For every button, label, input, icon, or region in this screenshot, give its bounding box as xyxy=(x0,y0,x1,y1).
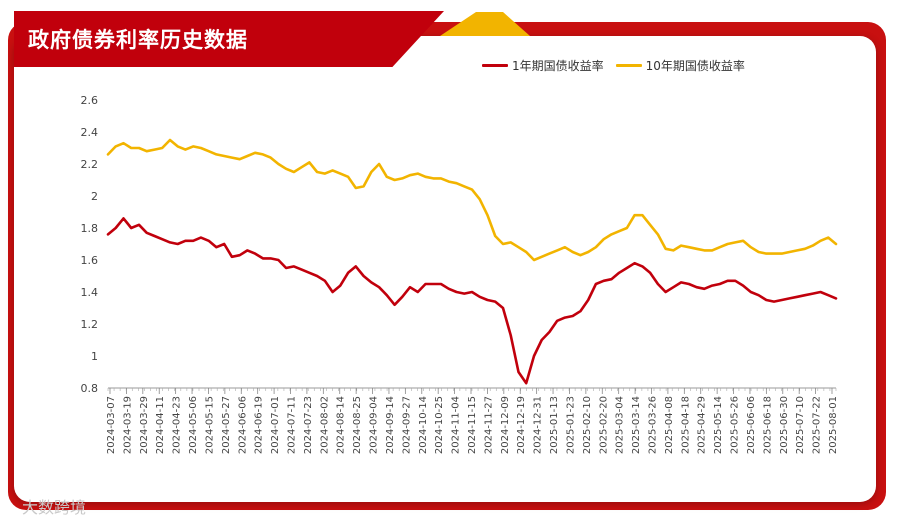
legend-swatch-10y xyxy=(615,64,642,67)
legend-label-10y: 10年期国债收益率 xyxy=(645,59,745,73)
y-tick-label: 2.6 xyxy=(81,94,99,107)
x-tick-label: 2025-03-14 xyxy=(631,396,642,454)
x-tick-label: 2024-09-04 xyxy=(369,396,380,454)
x-tick-label: 2024-11-04 xyxy=(451,396,462,454)
x-tick-label: 2025-08-01 xyxy=(828,396,839,454)
legend-label-1y: 1年期国债收益率 xyxy=(512,59,604,73)
x-tick-label: 2025-03-04 xyxy=(615,396,626,454)
x-tick-label: 2024-08-14 xyxy=(336,396,347,454)
series-line-1y xyxy=(106,217,838,385)
y-tick-label: 1.4 xyxy=(81,286,99,299)
x-tick-label: 2024-03-07 xyxy=(106,396,117,454)
chart-card xyxy=(14,36,876,502)
y-tick-label: 2 xyxy=(91,190,98,203)
y-tick-label: 1.2 xyxy=(81,318,99,331)
x-tick-label: 2024-09-27 xyxy=(401,396,412,454)
x-tick-label: 2025-05-14 xyxy=(713,396,724,454)
x-tick-label: 2025-03-26 xyxy=(648,396,659,454)
legend-item-10y[interactable]: 10年期国债收益率 xyxy=(615,57,745,74)
x-tick-label: 2025-07-10 xyxy=(795,396,806,454)
x-tick-label: 2024-04-11 xyxy=(155,396,166,454)
x-tick-label: 2025-06-30 xyxy=(779,396,790,454)
x-tick-label: 2024-05-27 xyxy=(221,396,232,454)
x-tick-label: 2024-08-25 xyxy=(352,396,363,454)
x-tick-label: 2024-11-15 xyxy=(467,396,478,454)
x-tick-label: 2025-02-10 xyxy=(582,396,593,454)
x-tick-label: 2024-07-23 xyxy=(303,396,314,454)
x-tick-label: 2024-04-23 xyxy=(172,396,183,454)
x-tick-label: 2024-10-25 xyxy=(434,396,445,454)
x-tick-label: 2025-04-08 xyxy=(664,396,675,454)
x-tick-label: 2024-07-11 xyxy=(287,396,298,454)
x-tick-label: 2024-03-19 xyxy=(122,396,133,454)
legend-swatch-1y xyxy=(482,64,508,67)
y-tick-label: 2.2 xyxy=(81,158,99,171)
y-tick-label: 0.8 xyxy=(81,382,99,395)
x-tick-label: 2024-06-06 xyxy=(237,396,248,454)
y-tick-label: 1.8 xyxy=(81,222,99,235)
series-line-10y xyxy=(106,138,838,262)
x-tick-label: 2024-05-06 xyxy=(188,396,199,454)
x-tick-label: 2025-05-26 xyxy=(730,396,741,454)
x-tick-label: 2024-08-02 xyxy=(319,396,330,454)
x-tick-label: 2025-06-18 xyxy=(762,396,773,454)
title-banner xyxy=(14,11,444,67)
chart-legend: 1年期国债收益率 10年期国债收益率 xyxy=(482,57,757,74)
y-tick-label: 1.6 xyxy=(81,254,99,267)
x-tick-label: 2024-06-19 xyxy=(254,396,265,454)
x-tick-label: 2024-09-14 xyxy=(385,396,396,454)
page-title: 政府债券利率历史数据 xyxy=(28,28,248,52)
x-tick-label: 2024-07-01 xyxy=(270,396,281,454)
x-tick-label: 2024-05-15 xyxy=(204,396,215,454)
x-tick-label: 2024-11-27 xyxy=(483,396,494,454)
x-tick-label: 2024-12-31 xyxy=(533,396,544,454)
watermark: 大数跨境 xyxy=(22,498,87,517)
y-tick-label: 2.4 xyxy=(81,126,99,139)
legend-item-1y[interactable]: 1年期国债收益率 xyxy=(482,57,604,74)
x-tick-label: 2025-06-06 xyxy=(746,396,757,454)
x-tick-label: 2025-01-23 xyxy=(565,396,576,454)
x-tick-label: 2024-03-29 xyxy=(139,396,150,454)
x-tick-label: 2024-12-09 xyxy=(500,396,511,454)
x-tick-label: 2024-10-14 xyxy=(418,396,429,454)
y-tick-label: 1 xyxy=(91,350,98,363)
x-tick-label: 2025-04-18 xyxy=(680,396,691,454)
x-tick-label: 2025-01-13 xyxy=(549,396,560,454)
x-tick-label: 2025-04-29 xyxy=(697,396,708,454)
x-tick-label: 2025-07-22 xyxy=(812,396,823,454)
x-tick-label: 2024-12-19 xyxy=(516,396,527,454)
x-tick-label: 2025-02-20 xyxy=(598,396,609,454)
